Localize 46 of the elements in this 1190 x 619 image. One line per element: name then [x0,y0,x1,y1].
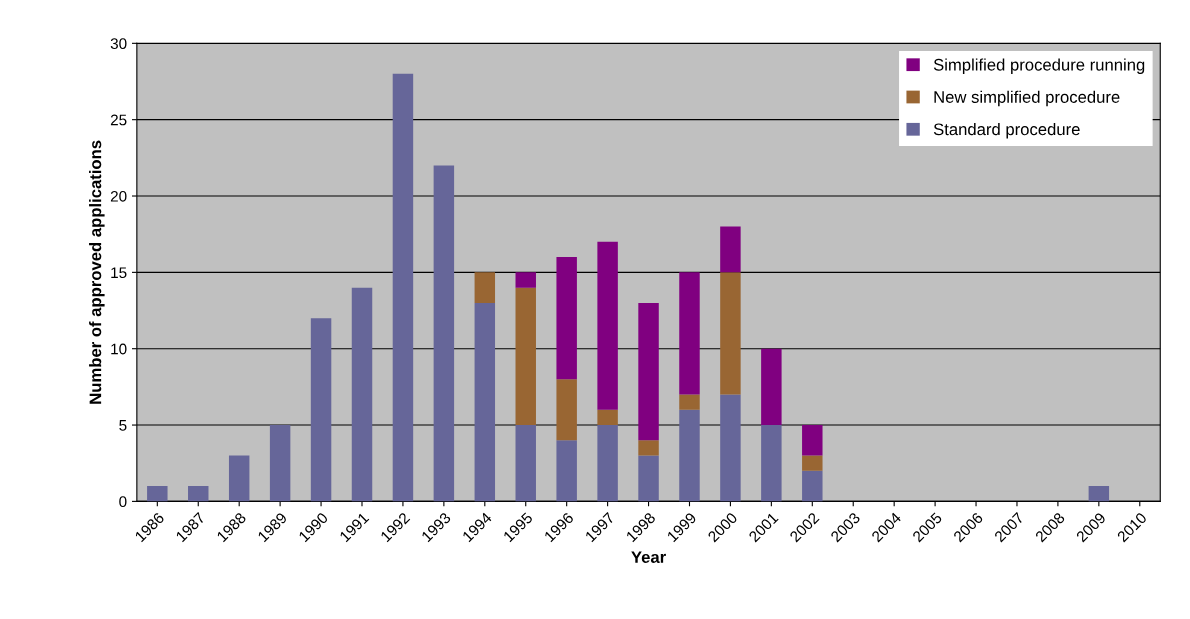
bar [474,272,496,303]
bar [802,470,823,502]
bar [679,409,700,502]
x-axis-title: Year [631,551,666,564]
bar [392,73,414,502]
bar [638,440,659,456]
bar [228,455,250,502]
bar [515,272,536,288]
bar [1088,486,1110,502]
bar [351,287,373,502]
bar [474,302,496,502]
bar [515,287,536,426]
bar [310,318,332,502]
bar [556,379,577,441]
bar [761,348,782,426]
bar [269,425,291,502]
legend-label: New simplified procedure [934,90,1120,107]
bar [761,425,782,502]
bar [147,486,168,502]
y-tick-label: 30 [110,38,127,50]
bar [556,257,577,380]
y-tick-label: 0 [119,496,127,508]
bar [720,226,741,273]
bar [515,425,536,502]
bar [720,272,741,395]
bar [556,440,577,502]
bar [802,455,823,471]
bar [597,425,618,502]
legend-label: Standard procedure [933,123,1080,139]
legend-label: Simplified procedure running [933,58,1145,74]
bar [433,165,455,502]
y-tick-label: 15 [111,267,127,279]
bar [188,486,209,502]
y-tick-label: 25 [110,114,127,126]
y-tick-label: 20 [110,190,127,202]
y-axis-title: Number of approved applications [89,140,105,404]
bar [679,272,700,395]
bar [597,241,618,410]
y-tick-label: 10 [111,343,127,355]
y-tick-label: 5 [119,420,127,431]
bar [679,394,700,410]
bar [638,302,659,441]
bar [638,455,659,502]
bar [720,394,741,502]
bar [597,409,618,426]
bar [802,425,823,456]
